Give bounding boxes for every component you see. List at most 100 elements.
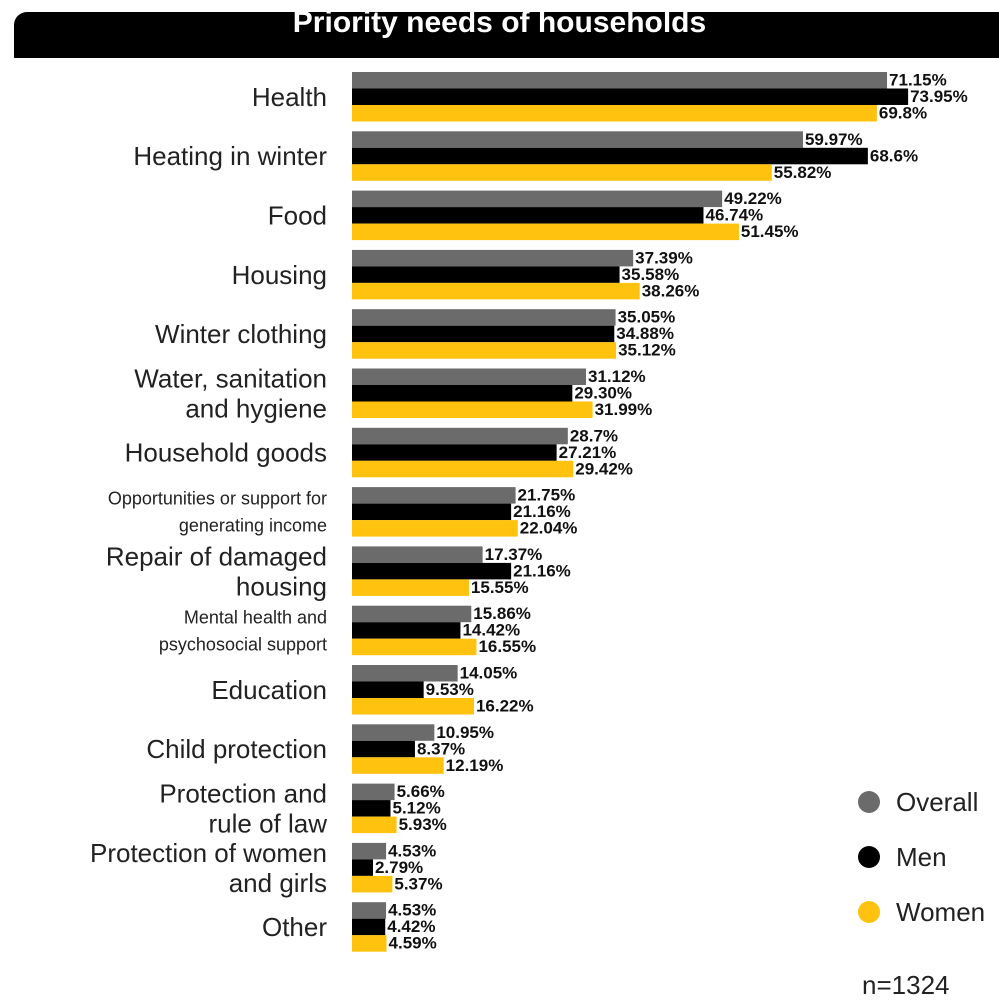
bar-women-mental-health-and-psychosocial-support: [352, 638, 477, 656]
bar-men-education: [352, 681, 424, 698]
bar-overall-protection-and-rule-of-law: [352, 783, 395, 801]
category-label-heating-in-winter: Heating in winter: [133, 141, 327, 171]
category-label-opportunities-or-support-for-generating-income: Opportunities or support for generating i…: [108, 489, 327, 536]
data-label-overall-opportunities-or-support-for-generating-income: 21.75%: [518, 486, 576, 505]
bar-overall-heating-in-winter: [352, 131, 803, 148]
data-label-men-protection-of-women-and-girls: 2.79%: [375, 858, 423, 877]
data-label-women-repair-of-damaged-housing: 15.55%: [471, 578, 529, 597]
data-label-men-repair-of-damaged-housing: 21.16%: [513, 561, 571, 580]
legend-label-overall: Overall: [896, 787, 979, 817]
data-label-women-opportunities-or-support-for-generating-income: 22.04%: [520, 519, 578, 538]
legend-label-women: Women: [896, 897, 986, 927]
bar-overall-housing: [352, 249, 634, 267]
data-label-overall-protection-of-women-and-girls: 4.53%: [388, 841, 436, 860]
data-label-women-household-goods: 29.42%: [575, 459, 633, 478]
category-label-repair-of-damaged-housing: Repair of damaged housing: [106, 541, 327, 601]
bar-overall-protection-of-women-and-girls: [352, 842, 387, 860]
bar-men-water-sanitation-and-hygiene: [352, 385, 573, 402]
data-label-women-other: 4.59%: [389, 934, 437, 953]
bar-overall-water-sanitation-and-hygiene: [352, 368, 587, 385]
bar-men-winter-clothing: [352, 325, 615, 343]
bar-men-protection-of-women-and-girls: [352, 859, 373, 876]
sample-size-label: n=1324: [862, 970, 950, 1000]
bar-women-food: [352, 223, 739, 241]
bar-men-health: [352, 88, 909, 105]
data-label-women-protection-and-rule-of-law: 5.93%: [399, 815, 447, 834]
data-label-men-mental-health-and-psychosocial-support: 14.42%: [462, 621, 520, 640]
data-label-overall-household-goods: 28.7%: [570, 426, 618, 445]
data-label-men-water-sanitation-and-hygiene: 29.30%: [574, 384, 632, 403]
bar-men-heating-in-winter: [352, 147, 868, 165]
bar-overall-food: [352, 190, 723, 208]
data-label-men-protection-and-rule-of-law: 5.12%: [393, 799, 441, 818]
bar-men-child-protection: [352, 740, 415, 758]
data-label-overall-protection-and-rule-of-law: 5.66%: [397, 782, 445, 801]
bar-women-winter-clothing: [352, 342, 617, 359]
category-label-household-goods: Household goods: [125, 438, 327, 468]
bar-men-protection-and-rule-of-law: [352, 800, 391, 817]
data-label-overall-other: 4.53%: [388, 901, 436, 920]
data-label-men-housing: 35.58%: [622, 265, 680, 284]
data-label-overall-water-sanitation-and-hygiene: 31.12%: [588, 367, 646, 386]
category-label-housing: Housing: [232, 260, 327, 290]
category-label-other: Other: [262, 912, 327, 942]
bar-overall-mental-health-and-psychosocial-support: [352, 605, 472, 623]
bar-overall-education: [352, 665, 458, 682]
category-label-protection-of-women-and-girls: Protection of women and girls: [90, 838, 327, 898]
data-label-men-education: 9.53%: [426, 680, 474, 699]
category-label-child-protection: Child protection: [146, 734, 327, 764]
bar-overall-winter-clothing: [352, 309, 616, 326]
category-label-protection-and-rule-of-law: Protection and rule of law: [159, 778, 327, 838]
bar-women-household-goods: [352, 460, 574, 478]
bar-men-opportunities-or-support-for-generating-income: [352, 503, 512, 521]
bar-men-food: [352, 207, 704, 224]
data-label-women-protection-of-women-and-girls: 5.37%: [394, 874, 442, 893]
category-label-health: Health: [252, 82, 327, 112]
data-label-overall-education: 14.05%: [460, 664, 518, 683]
data-label-men-heating-in-winter: 68.6%: [870, 146, 918, 165]
title-bar: [14, 12, 999, 58]
data-label-women-education: 16.22%: [476, 697, 534, 716]
data-label-women-food: 51.45%: [741, 222, 799, 241]
bar-women-opportunities-or-support-for-generating-income: [352, 520, 518, 537]
data-label-women-child-protection: 12.19%: [446, 756, 504, 775]
bar-women-other: [352, 935, 387, 952]
data-label-women-mental-health-and-psychosocial-support: 16.55%: [478, 637, 536, 656]
data-label-men-winter-clothing: 34.88%: [616, 324, 674, 343]
bar-overall-other: [352, 902, 387, 919]
bar-overall-child-protection: [352, 724, 435, 741]
legend-label-men: Men: [896, 842, 947, 872]
data-label-overall-heating-in-winter: 59.97%: [805, 130, 863, 149]
bar-overall-repair-of-damaged-housing: [352, 546, 483, 563]
data-label-overall-health: 71.15%: [889, 71, 947, 90]
bar-women-heating-in-winter: [352, 164, 772, 181]
bar-women-protection-and-rule-of-law: [352, 816, 397, 834]
data-label-women-winter-clothing: 35.12%: [618, 341, 676, 360]
bar-men-mental-health-and-psychosocial-support: [352, 622, 461, 639]
chart-title: Priority needs of households: [292, 6, 707, 39]
data-label-overall-food: 49.22%: [724, 189, 782, 208]
bar-women-education: [352, 698, 474, 715]
bar-women-health: [352, 105, 877, 122]
bar-overall-health: [352, 72, 888, 89]
bar-women-repair-of-damaged-housing: [352, 579, 469, 596]
data-label-women-heating-in-winter: 55.82%: [774, 163, 832, 182]
bar-women-child-protection: [352, 757, 444, 774]
data-label-men-food: 46.74%: [705, 206, 763, 225]
category-label-winter-clothing: Winter clothing: [155, 319, 327, 349]
category-label-water-sanitation-and-hygiene: Water, sanitation and hygiene: [134, 363, 327, 423]
category-label-mental-health-and-psychosocial-support: Mental health and psychosocial support: [159, 607, 327, 654]
bar-women-protection-of-women-and-girls: [352, 875, 393, 893]
data-label-men-health: 73.95%: [910, 87, 968, 106]
bar-men-housing: [352, 266, 620, 283]
bar-men-repair-of-damaged-housing: [352, 562, 512, 580]
data-label-men-child-protection: 8.37%: [417, 739, 465, 758]
data-label-men-household-goods: 27.21%: [559, 443, 617, 462]
data-label-women-health: 69.8%: [879, 104, 927, 123]
data-label-women-water-sanitation-and-hygiene: 31.99%: [595, 400, 653, 419]
data-label-overall-housing: 37.39%: [635, 248, 693, 267]
bar-men-other: [352, 918, 386, 936]
legend-dot-women-icon: [858, 901, 880, 923]
bar-men-household-goods: [352, 444, 557, 461]
